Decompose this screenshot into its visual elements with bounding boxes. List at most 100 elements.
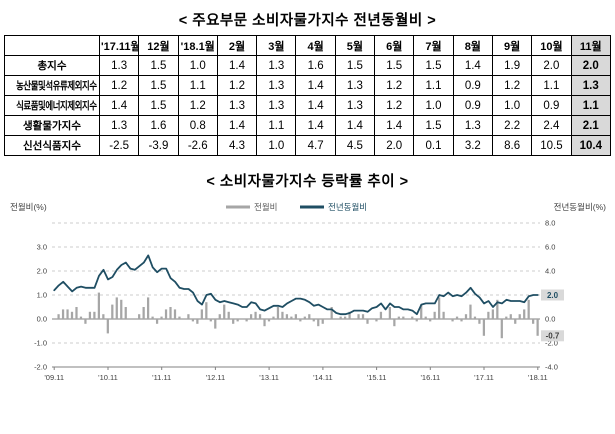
- end-label-mom: -0.7: [541, 330, 564, 342]
- value-cell: 1.2: [216, 75, 258, 96]
- value-cell: 10.5: [531, 135, 572, 156]
- table-row: 총지수 1.3 1.5 1.0 1.4 1.3 1.6 1.5 1.5 1.5 1.4 1.9 2.0 2…: [4, 55, 612, 76]
- right-axis-title: 전년동월비(%): [554, 202, 606, 212]
- value-cell: 2.0: [531, 55, 572, 76]
- value-cell: 1.2: [374, 75, 415, 96]
- svg-text:'09.11: '09.11: [44, 373, 64, 382]
- value-cell: 1.3: [256, 95, 297, 116]
- value-cell: 1.3: [334, 75, 376, 96]
- value-cell: 1.4: [295, 115, 336, 136]
- svg-text:'15.11: '15.11: [367, 373, 387, 382]
- svg-text:-1.0: -1.0: [34, 339, 47, 348]
- value-cell: 1.5: [138, 55, 179, 76]
- table-row: 신선식품지수 -2.5 -3.9 -2.6 4.3 1.0 4.7 4.5 2.0 0.1 3.2 8…: [4, 135, 612, 156]
- column-header: 5월: [334, 35, 376, 56]
- mom-bars: [57, 292, 539, 339]
- svg-text:'12.11: '12.11: [206, 373, 226, 382]
- column-header: 12월: [138, 35, 179, 56]
- value-cell: 0.9: [531, 95, 572, 116]
- trend-chart-svg: 3.02.01.00.0-1.0-2.08.06.04.02.00.0-2.0-…: [10, 202, 606, 382]
- svg-text:1.0: 1.0: [37, 291, 47, 300]
- value-cell: 1.4: [295, 95, 336, 116]
- column-header: 6월: [374, 35, 415, 56]
- svg-text:'13.11: '13.11: [259, 373, 279, 382]
- svg-text:3.0: 3.0: [37, 243, 47, 252]
- yoy-line: [53, 254, 539, 316]
- value-cell: 2.2: [491, 115, 533, 136]
- gridlines: [52, 222, 540, 368]
- value-cell: 1.3: [256, 55, 297, 76]
- value-cell: 1.6: [138, 115, 179, 136]
- value-cell: 2.4: [531, 115, 572, 136]
- value-cell: 1.1: [177, 75, 218, 96]
- svg-text:'11.11: '11.11: [152, 373, 171, 382]
- value-cell: 1.5: [334, 55, 376, 76]
- svg-text:'14.11: '14.11: [313, 373, 333, 382]
- column-header: 9월: [491, 35, 533, 56]
- svg-text:6.0: 6.0: [545, 243, 555, 252]
- svg-text:8.0: 8.0: [545, 219, 555, 228]
- row-label: 총지수: [4, 55, 100, 76]
- value-cell: 1.5: [413, 55, 454, 76]
- value-cell: 1.1: [570, 95, 612, 116]
- value-cell: -2.6: [177, 135, 218, 156]
- value-cell: 2.0: [570, 55, 612, 76]
- svg-text:2.0: 2.0: [547, 291, 559, 300]
- row-label: 식료품및에너지제외지수: [4, 95, 100, 116]
- table-row: 식료품및에너지제외지수 1.4 1.5 1.2 1.3 1.3 1.4 1.3 1.2 1.0 0.…: [4, 95, 612, 116]
- row-label: 농산물및석유류제외지수: [4, 75, 100, 96]
- value-cell: 4.3: [216, 135, 258, 156]
- value-cell: 4.7: [295, 135, 336, 156]
- value-cell: 1.9: [491, 55, 533, 76]
- value-cell: 1.2: [491, 75, 533, 96]
- column-header: 8월: [452, 35, 493, 56]
- value-cell: 2.0: [374, 135, 415, 156]
- value-cell: 1.4: [334, 115, 376, 136]
- x-axis-labels: '09.11 '10.11 '11.11 '12.11 '13.11 '14.11 '15.…: [44, 367, 548, 382]
- value-cell: 2.1: [570, 115, 612, 136]
- svg-text:'17.11: '17.11: [474, 373, 494, 382]
- svg-text:'18.11: '18.11: [528, 373, 548, 382]
- value-cell: 1.4: [216, 115, 258, 136]
- svg-text:'16.11: '16.11: [420, 373, 440, 382]
- column-header: 10월: [531, 35, 572, 56]
- column-header: 11월: [570, 35, 612, 56]
- svg-text:-0.7: -0.7: [546, 332, 560, 341]
- value-cell: 1.5: [138, 95, 179, 116]
- value-cell: 1.4: [374, 115, 415, 136]
- value-cell: 1.0: [256, 135, 297, 156]
- table-row: 생활물가지수 1.3 1.6 0.8 1.4 1.1 1.4 1.4 1.4 1.5 1.3 2.2 2…: [4, 115, 612, 136]
- svg-text:전년동월비: 전년동월비: [328, 202, 367, 212]
- value-cell: 1.4: [295, 75, 336, 96]
- value-cell: 10.4: [570, 135, 612, 156]
- value-cell: 1.1: [413, 75, 454, 96]
- column-header: 3월: [256, 35, 297, 56]
- value-cell: 1.4: [98, 95, 140, 116]
- value-cell: 1.3: [216, 95, 258, 116]
- column-header: '18.1월: [177, 35, 218, 56]
- value-cell: 1.4: [452, 55, 493, 76]
- value-cell: 4.5: [334, 135, 376, 156]
- left-axis-labels: 3.0 2.0 1.0 0.0 -1.0 -2.0: [34, 243, 47, 372]
- svg-text:0.0: 0.0: [37, 315, 47, 324]
- value-cell: 8.6: [491, 135, 533, 156]
- value-cell: 1.2: [177, 95, 218, 116]
- value-cell: 1.4: [216, 55, 258, 76]
- table-header-row: '17.11월 12월 '18.1월 2월 3월 4월 5월 6월 7월 8월 9월 10월 11월: [4, 35, 612, 56]
- table-title: < 주요부문 소비자물가지수 전년동월비 >: [178, 13, 437, 29]
- column-header: 7월: [413, 35, 454, 56]
- column-header: 2월: [216, 35, 258, 56]
- svg-text:-2.0: -2.0: [545, 339, 558, 348]
- report-page: { "page": { "title_table": "< 주요부문 소비자물가…: [0, 9, 615, 434]
- value-cell: 1.0: [413, 95, 454, 116]
- column-header: '17.11월: [98, 35, 140, 56]
- value-cell: 1.3: [334, 95, 376, 116]
- value-cell: 1.3: [98, 55, 140, 76]
- value-cell: 3.2: [452, 135, 493, 156]
- value-cell: 1.2: [374, 95, 415, 116]
- svg-text:'10.11: '10.11: [98, 373, 118, 382]
- end-label-yoy: 2.0: [541, 289, 564, 301]
- value-cell: 1.1: [531, 75, 572, 96]
- value-cell: 1.2: [98, 75, 140, 96]
- row-label: 생활물가지수: [4, 115, 100, 136]
